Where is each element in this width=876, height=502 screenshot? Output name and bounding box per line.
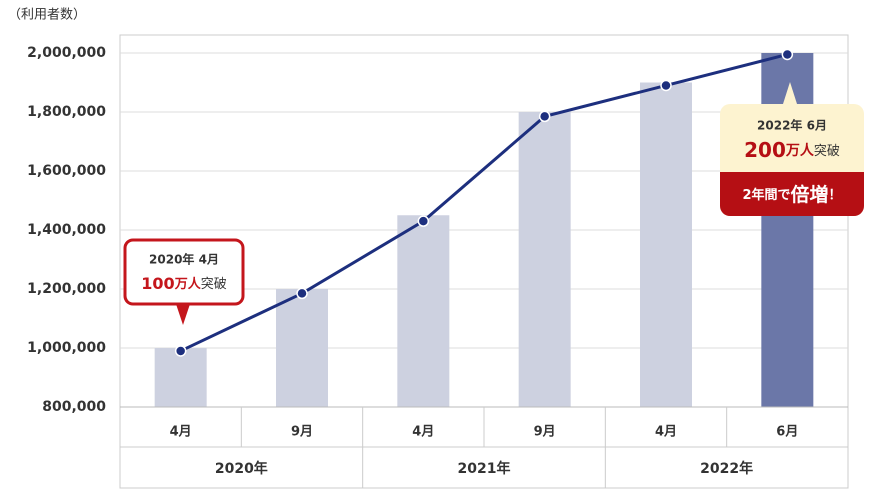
callout: 2022年 6月 200万人突破 2年間で倍増！ <box>720 82 864 216</box>
group-label: 2020年 <box>215 460 268 477</box>
y-tick-label: 1,400,000 <box>27 222 106 238</box>
x-tick-label: 9月 <box>534 425 556 440</box>
callout-pointer <box>783 82 797 104</box>
bar <box>154 348 207 407</box>
callout: 2020年 4月 100万人突破 <box>123 238 245 325</box>
point <box>538 110 551 123</box>
y-tick-label: 2,000,000 <box>27 45 106 61</box>
note: 2年間で <box>742 187 790 203</box>
callout-word: 突破 <box>201 276 227 292</box>
bar <box>518 112 571 407</box>
y-tick-label: 1,800,000 <box>27 104 106 120</box>
callout-number: 100 <box>141 274 174 293</box>
callout-number: 200 <box>744 138 786 162</box>
point <box>417 215 430 227</box>
x-tick-label: 4月 <box>655 425 677 440</box>
callout-unit: 万人 <box>785 142 815 159</box>
x-tick-label: 9月 <box>291 425 313 440</box>
x-tick-label: 4月 <box>412 425 434 440</box>
y-tick-label: 1,200,000 <box>27 281 106 297</box>
callout-pointer <box>176 304 190 325</box>
y-tick-label: 800,000 <box>42 399 106 415</box>
x-tick-label: 4月 <box>170 425 192 440</box>
point <box>296 287 308 300</box>
callout-box <box>123 238 245 306</box>
group-label: 2022年 <box>700 460 753 477</box>
line <box>180 53 788 353</box>
callout-note: 2年間で倍増！ <box>742 183 841 206</box>
y-tick-label: 1,000,000 <box>27 340 106 356</box>
callout-date: 2020年 4月 <box>149 252 219 267</box>
bar <box>397 215 450 407</box>
bar <box>640 82 692 407</box>
mark: ！ <box>829 188 842 203</box>
callout-text: 100万人突破 <box>141 274 226 293</box>
callout-word: 突破 <box>814 143 840 159</box>
y-axis-label: （利用者数） <box>8 8 86 23</box>
callout-date: 2022年 6月 <box>757 118 827 133</box>
callout-band <box>720 172 864 216</box>
point <box>660 79 672 92</box>
point <box>174 345 187 357</box>
frame <box>119 34 849 489</box>
callout-text: 200万人突破 <box>744 138 840 162</box>
group-label: 2021年 <box>458 460 511 477</box>
x-tick-label: 6月 <box>776 425 798 440</box>
callout-unit: 万人 <box>174 276 202 292</box>
emphasis: 倍増 <box>791 183 829 206</box>
point <box>781 48 794 61</box>
bar <box>276 289 328 407</box>
y-tick-label: 1,600,000 <box>27 163 106 179</box>
